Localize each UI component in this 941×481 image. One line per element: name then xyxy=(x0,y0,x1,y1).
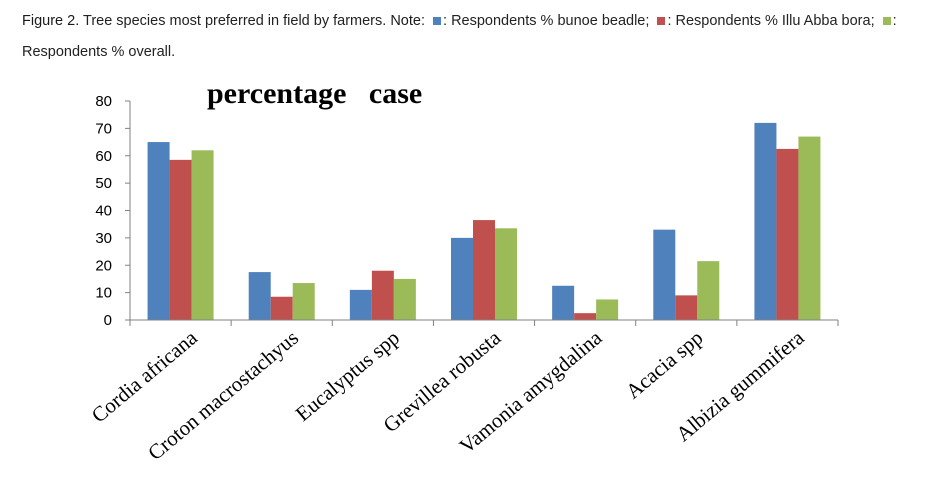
bars-group xyxy=(147,122,821,321)
bar-series-3-1 xyxy=(292,283,315,320)
bar-series-2-4 xyxy=(574,313,597,320)
bar-series-1-1 xyxy=(248,272,271,320)
legend-text-series-1: : Respondents % bunoe beadle; xyxy=(443,13,650,29)
y-tick-label: 20 xyxy=(95,257,112,274)
y-tick-label: 80 xyxy=(95,93,112,110)
bar-series-3-2 xyxy=(393,278,416,320)
bar-series-2-2 xyxy=(371,270,394,320)
y-tick-label: 0 xyxy=(104,312,112,329)
legend-text-series-3: : Respondents % overall. xyxy=(22,13,897,60)
bar-series-1-0 xyxy=(147,142,170,320)
y-tick-label: 40 xyxy=(95,203,112,220)
bar-series-1-6 xyxy=(754,122,777,321)
legend-swatch-series-1 xyxy=(433,16,442,25)
bar-series-1-5 xyxy=(653,229,676,320)
y-tick-label: 60 xyxy=(95,148,112,165)
legend-text-series-2: : Respondents % Illu Abba bora; xyxy=(667,13,875,29)
bar-series-3-3 xyxy=(495,228,517,320)
bar-series-1-2 xyxy=(349,289,372,320)
figure-caption: Figure 2. Tree species most preferred in… xyxy=(22,13,897,60)
bar-series-2-3 xyxy=(473,220,495,320)
note-label: Note xyxy=(390,13,421,29)
figure-label: Figure 2. xyxy=(22,13,80,29)
y-tick-label: 30 xyxy=(95,230,112,247)
y-tick-label: 50 xyxy=(95,175,112,192)
caption-text: Tree species most preferred in field by … xyxy=(79,13,391,29)
legend-swatch-series-3 xyxy=(882,16,891,25)
bar-series-2-0 xyxy=(169,159,192,320)
legend-swatch-series-2 xyxy=(657,16,666,25)
bar-series-3-0 xyxy=(191,150,214,320)
bar-series-3-5 xyxy=(697,261,720,320)
y-tick-label: 10 xyxy=(95,285,112,302)
bar-series-1-3 xyxy=(451,237,473,320)
bar-series-2-1 xyxy=(270,296,293,320)
bar-series-3-6 xyxy=(798,136,821,320)
y-tick-label: 70 xyxy=(95,120,112,137)
x-category-label: Acacia spp xyxy=(621,325,707,403)
bar-series-3-4 xyxy=(596,299,619,320)
chart-title: percentage case xyxy=(207,77,422,110)
bar-series-1-4 xyxy=(552,285,575,320)
bar-series-2-6 xyxy=(776,148,799,320)
bar-series-2-5 xyxy=(675,295,698,320)
